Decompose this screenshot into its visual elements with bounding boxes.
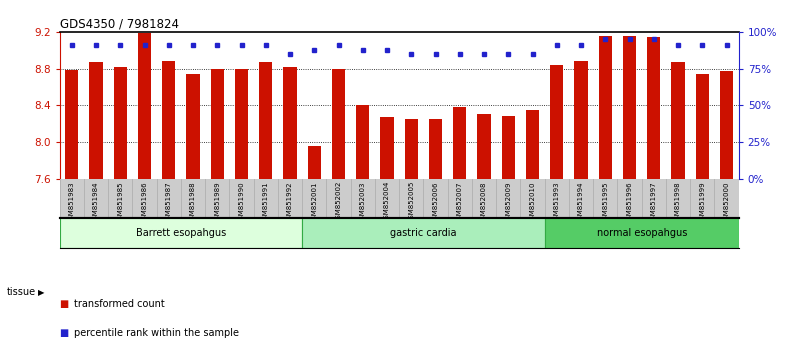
Text: GDS4350 / 7981824: GDS4350 / 7981824 — [60, 18, 178, 31]
Bar — [544, 218, 739, 248]
Text: normal esopahgus: normal esopahgus — [596, 228, 687, 238]
Bar — [478, 114, 491, 179]
Text: GSM852007: GSM852007 — [457, 181, 462, 224]
Bar — [307, 146, 321, 179]
Bar — [235, 69, 248, 179]
Bar — [162, 61, 175, 179]
Bar — [720, 72, 733, 179]
Bar — [453, 107, 466, 179]
Text: GSM852009: GSM852009 — [505, 181, 511, 224]
Bar — [404, 119, 418, 179]
Bar — [89, 62, 103, 179]
Text: GSM851986: GSM851986 — [142, 181, 147, 224]
Text: GSM852003: GSM852003 — [360, 181, 366, 224]
Bar — [599, 36, 612, 179]
Text: GSM851994: GSM851994 — [578, 181, 584, 224]
Text: ▶: ▶ — [38, 287, 45, 297]
Text: ■: ■ — [60, 299, 72, 309]
Text: GSM851999: GSM851999 — [700, 181, 705, 224]
Bar — [138, 33, 151, 179]
Bar — [696, 74, 709, 179]
Bar — [501, 116, 515, 179]
Text: GSM851997: GSM851997 — [651, 181, 657, 224]
Text: GSM852005: GSM852005 — [408, 181, 415, 223]
Text: GSM852008: GSM852008 — [481, 181, 487, 224]
Text: tissue: tissue — [6, 287, 36, 297]
Text: GSM852000: GSM852000 — [724, 181, 730, 224]
Text: GSM851988: GSM851988 — [190, 181, 196, 224]
Text: GSM851990: GSM851990 — [239, 181, 244, 224]
Bar — [380, 116, 394, 179]
Text: GSM851995: GSM851995 — [603, 181, 608, 224]
Text: GSM851989: GSM851989 — [214, 181, 220, 224]
Bar — [65, 70, 79, 179]
Text: GSM851998: GSM851998 — [675, 181, 681, 224]
Text: GSM851987: GSM851987 — [166, 181, 172, 224]
Bar — [647, 38, 661, 179]
Bar — [526, 110, 539, 179]
Bar — [211, 69, 224, 179]
Bar — [550, 65, 564, 179]
Bar — [114, 67, 127, 179]
Bar — [60, 218, 302, 248]
Bar — [356, 104, 369, 179]
Text: GSM852010: GSM852010 — [529, 181, 536, 224]
Text: GSM851992: GSM851992 — [287, 181, 293, 224]
Text: GSM851996: GSM851996 — [626, 181, 633, 224]
Text: transformed count: transformed count — [74, 299, 165, 309]
Text: GSM851984: GSM851984 — [93, 181, 99, 224]
Text: Barrett esopahgus: Barrett esopahgus — [136, 228, 226, 238]
Bar — [623, 36, 636, 179]
Bar — [671, 62, 685, 179]
Bar — [332, 69, 345, 179]
Bar — [283, 67, 297, 179]
Text: gastric cardia: gastric cardia — [390, 228, 457, 238]
Text: GSM852004: GSM852004 — [384, 181, 390, 223]
Text: GSM851991: GSM851991 — [263, 181, 269, 224]
Bar — [259, 62, 272, 179]
Text: GSM852001: GSM852001 — [311, 181, 318, 224]
Text: GSM852002: GSM852002 — [336, 181, 341, 223]
Text: ■: ■ — [60, 328, 72, 338]
Text: percentile rank within the sample: percentile rank within the sample — [74, 328, 239, 338]
Bar — [186, 74, 200, 179]
Bar — [302, 218, 544, 248]
Text: GSM852006: GSM852006 — [432, 181, 439, 224]
Bar — [429, 119, 443, 179]
Text: GSM851985: GSM851985 — [117, 181, 123, 224]
Text: GSM851983: GSM851983 — [68, 181, 75, 224]
Text: GSM851993: GSM851993 — [554, 181, 560, 224]
Bar — [575, 61, 587, 179]
